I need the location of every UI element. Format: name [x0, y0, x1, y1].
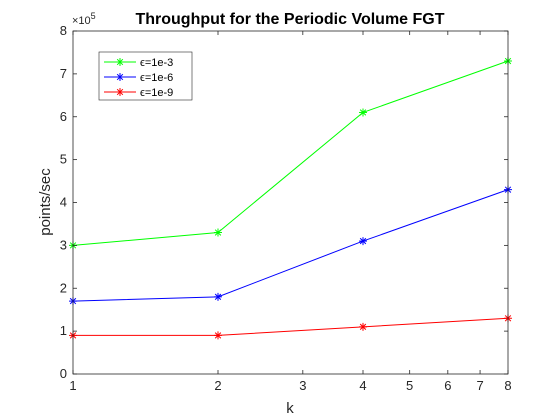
x-tick-label: 4	[359, 378, 366, 393]
y-tick-label: 7	[60, 66, 67, 81]
data-point	[214, 228, 222, 237]
data-point	[214, 331, 222, 340]
x-tick-label: 7	[476, 378, 483, 393]
data-point	[359, 322, 367, 331]
data-point	[359, 108, 367, 117]
y-tick-label: 6	[60, 109, 67, 124]
legend: ϵ=1e-3 ϵ=1e-6 ϵ=1e-9	[98, 51, 193, 101]
data-point	[214, 292, 222, 301]
chart-title: Throughput for the Periodic Volume FGT	[135, 11, 444, 28]
series-line-2	[73, 317, 509, 336]
y-tick-label: 2	[60, 280, 67, 295]
y-multiplier: ×105	[72, 11, 96, 27]
legend-entry-label: ϵ=1e-6	[140, 72, 173, 84]
y-tick-label: 3	[60, 237, 67, 252]
x-tick-label: 2	[214, 378, 221, 393]
y-axis-label: points/sec	[37, 168, 54, 236]
legend-marker	[116, 73, 124, 81]
x-tick-label: 1	[69, 378, 76, 393]
series-line-1	[72, 189, 509, 302]
legend-marker	[116, 58, 124, 66]
y-multiplier-base: ×10	[72, 15, 91, 27]
legend-marker	[116, 88, 124, 96]
y-tick-label: 8	[60, 23, 67, 38]
x-tick-label: 6	[444, 378, 451, 393]
y-tick-label: 1	[60, 323, 67, 338]
legend-entry-label: ϵ=1e-9	[140, 87, 173, 99]
data-point	[359, 237, 367, 246]
y-multiplier-exponent: 5	[91, 11, 96, 21]
legend-entry-label: ϵ=1e-3	[140, 57, 173, 69]
x-tick-label: 3	[299, 378, 306, 393]
x-tick-label: 8	[504, 378, 511, 393]
y-tick-label: 4	[60, 195, 67, 210]
x-tick-label: 5	[406, 378, 413, 393]
y-tick-label: 5	[60, 152, 67, 167]
y-tick-label: 0	[60, 366, 67, 381]
x-axis-label: k	[286, 400, 294, 417]
series-line-0	[72, 60, 509, 246]
